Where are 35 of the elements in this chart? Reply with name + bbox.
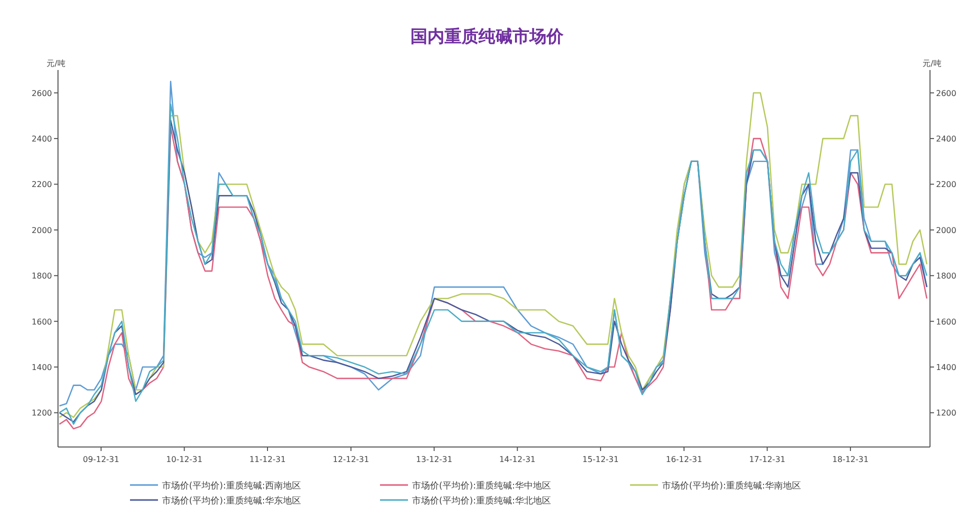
y2-tick-label: 1400: [936, 363, 956, 372]
x-tick-label: 18-12-31: [832, 455, 869, 464]
y-tick-label: 1400: [32, 363, 52, 372]
plot: 1200 1400 1600 1800 2000 2200 2400 2600 1200 1400 1600 1800 2000 2200 2400 2600 09-12-31 10-12-31 11-12-31 12-12-31 13-12-31 14-12-31 15-12-31 16-12-31 17-12-31 18-12-31 元/吨 元/吨: [32, 59, 956, 464]
x-tick-label: 11-12-31: [249, 455, 286, 464]
y-axis-title: 元/吨: [46, 59, 66, 68]
chart-title: 国内重质纯碱市场价: [410, 27, 564, 47]
legend-label: 市场价(平均价):重质纯碱:华东地区: [162, 496, 302, 506]
x-tick-label: 09-12-31: [82, 455, 120, 464]
y2-tick-label: 1800: [936, 272, 956, 281]
legend-label: 市场价(平均价):重质纯碱:华北地区: [412, 496, 552, 506]
x-tick-label: 10-12-31: [166, 455, 202, 464]
y2-tick-label: 2600: [936, 88, 956, 98]
y-tick-label: 1200: [32, 408, 52, 418]
x-tick-label: 16-12-31: [666, 455, 702, 464]
y-tick-label: 2200: [32, 180, 52, 190]
legend-label: 市场价(平均价):重质纯碱:西南地区: [162, 480, 302, 492]
x-tick-label: 13-12-31: [416, 455, 452, 464]
y2-tick-label: 2400: [936, 134, 956, 144]
y-tick-label: 1800: [32, 272, 52, 281]
y-tick-label: 2400: [32, 134, 52, 144]
y-tick-label: 2600: [32, 88, 52, 98]
y2-tick-label: 2200: [936, 180, 956, 190]
legend-label: 市场价(平均价):重质纯碱:华中地区: [412, 480, 552, 492]
y2-axis-title: 元/吨: [922, 59, 942, 68]
y-tick-label: 1600: [32, 317, 52, 326]
x-tick-label: 14-12-31: [499, 455, 536, 464]
y2-tick-label: 1200: [936, 408, 956, 418]
x-tick-label: 15-12-31: [582, 455, 619, 464]
x-tick-label: 12-12-31: [332, 455, 370, 464]
legend-label: 市场价(平均价):重质纯碱:华南地区: [662, 480, 802, 492]
y2-tick-label: 2000: [936, 226, 956, 235]
x-tick-label: 17-12-31: [749, 455, 786, 464]
y2-tick-label: 1600: [936, 317, 956, 326]
y-tick-label: 2000: [32, 226, 52, 235]
